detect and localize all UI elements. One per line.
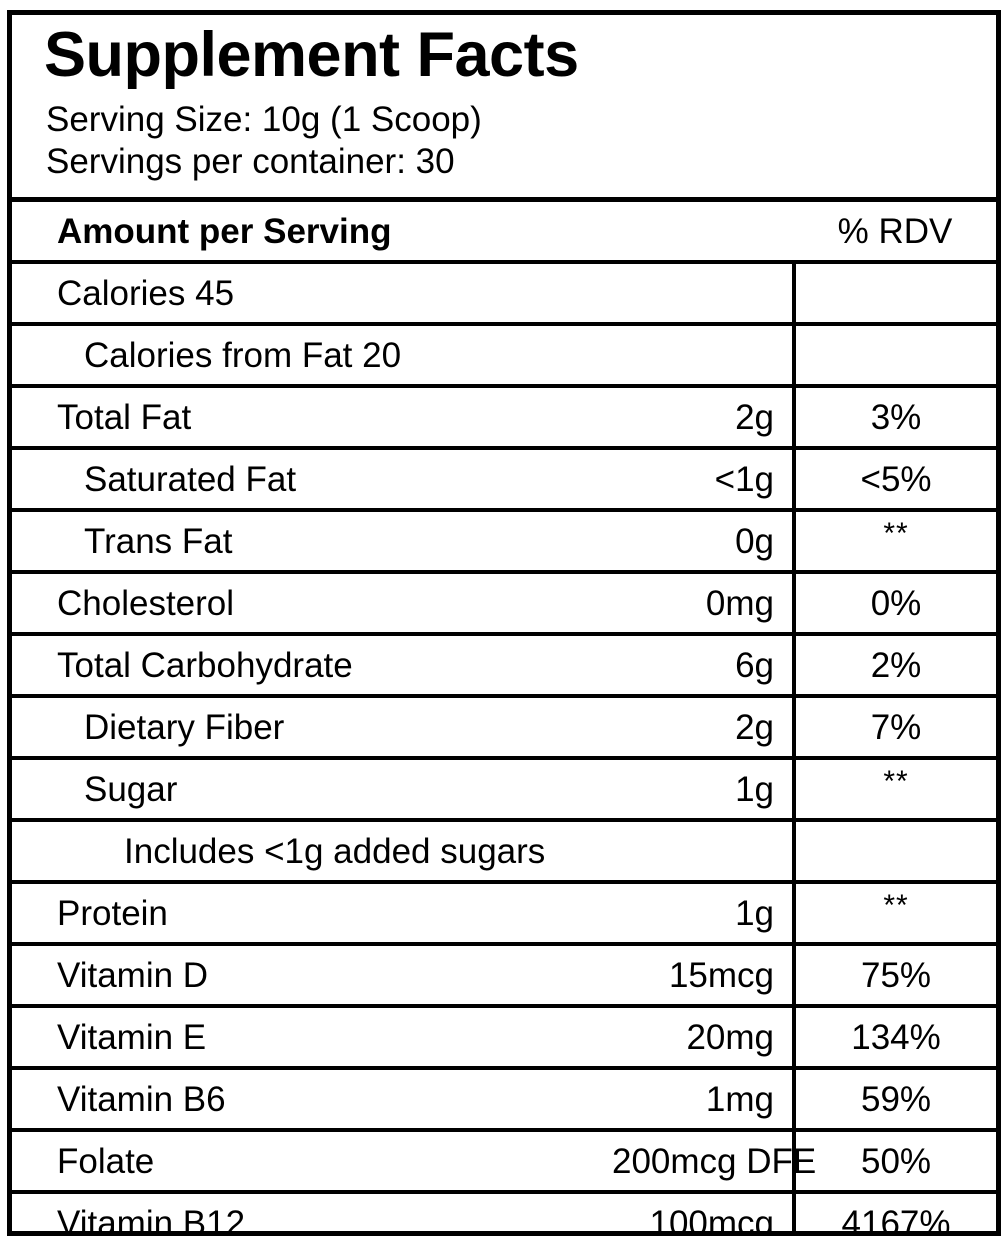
nutrient-percent-rdv: 59%	[792, 1068, 996, 1133]
nutrient-percent-rdv: 0%	[792, 572, 996, 637]
nutrient-amount: <1g	[612, 448, 795, 513]
nutrient-amount: 1g	[612, 758, 795, 823]
table-row: Folate 200mcg DFE 50%	[12, 1130, 996, 1195]
nutrient-amount: 1mg	[612, 1068, 795, 1133]
nutrient-amount: 20mg	[612, 1006, 795, 1071]
nutrient-name: Includes <1g added sugars	[12, 820, 795, 885]
table-row: Vitamin B6 1mg 59%	[12, 1068, 996, 1133]
nutrient-percent-rdv	[792, 820, 996, 885]
nutrient-percent-rdv: 7%	[792, 696, 996, 761]
table-row: Total Carbohydrate 6g 2%	[12, 634, 996, 699]
nutrient-name: Dietary Fiber	[12, 696, 612, 761]
nutrient-percent-rdv: 3%	[792, 386, 996, 451]
table-row: Includes <1g added sugars	[12, 820, 996, 885]
nutrient-percent-rdv: **	[792, 758, 996, 823]
nutrient-name: Calories from Fat 20	[12, 324, 612, 389]
nutrient-name: Sugar	[12, 758, 612, 823]
table-row: Sugar 1g **	[12, 758, 996, 823]
label-header: Supplement Facts Serving Size: 10g (1 Sc…	[12, 15, 996, 187]
table-row: Dietary Fiber 2g 7%	[12, 696, 996, 761]
table-row: Protein 1g **	[12, 882, 996, 947]
table-row: Calories from Fat 20	[12, 324, 996, 389]
supplement-facts-panel: Supplement Facts Serving Size: 10g (1 Sc…	[7, 10, 1001, 1236]
table-row: Vitamin B12 100mcg 4167%	[12, 1192, 996, 1236]
table-row: Calories 45	[12, 262, 996, 327]
nutrient-percent-rdv: **	[792, 510, 996, 575]
column-header-percent-rdv: % RDV	[794, 202, 996, 265]
table-row: Trans Fat 0g **	[12, 510, 996, 575]
table-row: Total Fat 2g 3%	[12, 386, 996, 451]
serving-size-text: Serving Size: 10g (1 Scoop)	[46, 100, 482, 140]
nutrient-amount: 100mcg	[649, 1203, 775, 1236]
nutrient-name: Vitamin B12	[57, 1203, 246, 1236]
nutrient-name: Vitamin B6	[12, 1068, 612, 1133]
nutrient-percent-rdv	[792, 324, 996, 389]
nutrition-table-body: Amount per Serving % RDV Calories 45 Calo…	[12, 202, 996, 1236]
servings-per-container-text: Servings per container: 30	[46, 142, 455, 182]
nutrient-amount: 15mcg	[612, 944, 795, 1009]
footnote-marker: **	[883, 888, 909, 922]
nutrient-amount: 1g	[612, 882, 795, 947]
nutrient-name: Cholesterol	[12, 572, 612, 637]
table-header-row: Amount per Serving % RDV	[12, 202, 996, 265]
column-header-amount-per-serving: Amount per Serving	[12, 202, 795, 265]
nutrient-percent-rdv: 134%	[792, 1006, 996, 1071]
nutrient-percent-rdv	[792, 262, 996, 327]
nutrient-name: Calories 45	[12, 262, 612, 327]
nutrient-name: Total Carbohydrate	[12, 634, 612, 699]
table-row: Vitamin E 20mg 134%	[12, 1006, 996, 1071]
nutrient-amount: 6g	[612, 634, 795, 699]
nutrient-name: Total Fat	[12, 386, 612, 451]
nutrient-amount: 2g	[612, 386, 795, 451]
nutrient-percent-rdv: **	[792, 882, 996, 947]
nutrient-name: Protein	[12, 882, 612, 947]
header-divider	[12, 197, 996, 203]
nutrient-percent-rdv: <5%	[792, 448, 996, 513]
footnote-marker: **	[883, 764, 909, 798]
nutrient-name: Vitamin D	[12, 944, 612, 1009]
nutrient-name: Folate	[12, 1130, 612, 1195]
nutrient-amount: 0mg	[612, 572, 795, 637]
nutrient-percent-rdv: 2%	[792, 634, 996, 699]
nutrient-amount: 2g	[612, 696, 795, 761]
nutrient-name: Vitamin E	[12, 1006, 612, 1071]
nutrient-percent-rdv: 75%	[792, 944, 996, 1009]
nutrient-percent-rdv: 4167%	[792, 1192, 996, 1231]
nutrient-amount	[612, 262, 795, 327]
table-row: Vitamin D 15mcg 75%	[12, 944, 996, 1009]
table-row: Cholesterol 0mg 0%	[12, 572, 996, 637]
nutrient-amount: 0g	[612, 510, 795, 575]
nutrient-name: Trans Fat	[12, 510, 612, 575]
footnote-marker: **	[883, 516, 909, 550]
nutrient-name: Saturated Fat	[12, 448, 612, 513]
nutrition-table: Amount per Serving % RDV Calories 45 Calo…	[12, 202, 996, 1236]
nutrient-amount	[612, 324, 795, 389]
nutrient-amount: 200mcg DFE	[612, 1130, 816, 1195]
nutrient-percent-rdv: 50%	[792, 1130, 996, 1195]
table-row: Saturated Fat <1g <5%	[12, 448, 996, 513]
page-title: Supplement Facts	[44, 20, 579, 90]
